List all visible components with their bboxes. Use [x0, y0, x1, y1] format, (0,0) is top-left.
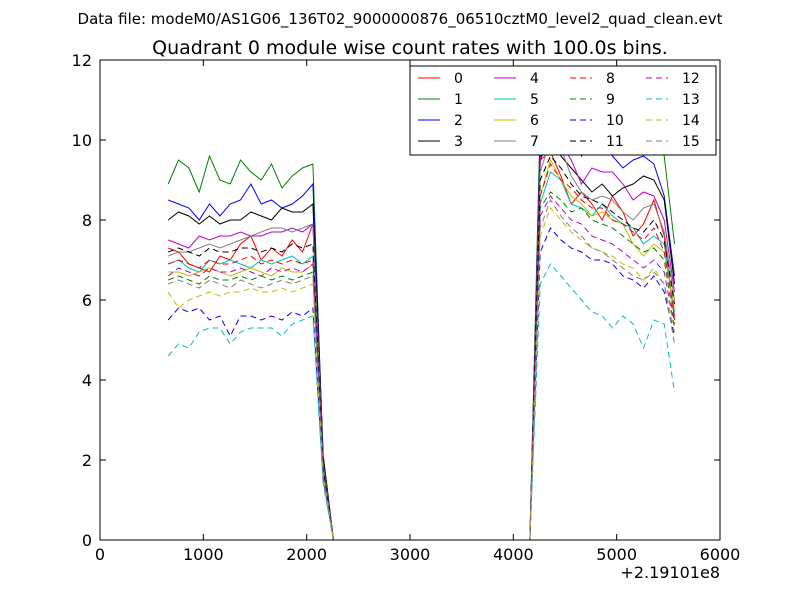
series-line-10	[167, 227, 675, 541]
x-tick-label: 4000	[493, 545, 534, 564]
series-line-3	[167, 134, 675, 541]
legend-label-9: 9	[606, 92, 615, 108]
x-axis-offset-label: +2.19101e8	[620, 563, 720, 582]
legend-label-15: 15	[682, 134, 700, 150]
series-line-7	[168, 139, 675, 541]
legend-label-14: 14	[682, 113, 700, 129]
legend-label-0: 0	[454, 71, 463, 87]
figure-suptitle: Data file: modeM0/AS1G06_136T02_90000008…	[78, 10, 723, 29]
legend-label-1: 1	[454, 92, 463, 108]
series-line-5	[168, 171, 675, 541]
series-line-15	[168, 198, 675, 541]
y-tick-label: 8	[82, 211, 92, 230]
legend-label-3: 3	[454, 134, 463, 150]
x-tick-label: 2000	[286, 545, 327, 564]
series-line-4	[168, 110, 675, 541]
y-tick-label: 2	[82, 451, 92, 470]
series-line-11	[168, 155, 675, 541]
series-line-0	[168, 151, 675, 541]
series-line-12	[167, 195, 675, 541]
legend-label-12: 12	[682, 71, 700, 87]
y-tick-label: 6	[82, 291, 92, 310]
series-lines	[167, 71, 675, 541]
legend-label-6: 6	[530, 113, 539, 129]
legend-frame	[409, 65, 717, 156]
legend-label-4: 4	[530, 71, 539, 87]
series-line-13	[167, 263, 675, 541]
legend-label-5: 5	[530, 92, 539, 108]
series-line-2	[168, 98, 675, 541]
series-line-9	[168, 191, 675, 541]
x-tick-label: 6000	[700, 545, 741, 564]
x-tick-label: 5000	[596, 545, 637, 564]
legend-label-8: 8	[606, 71, 615, 87]
x-tick-label: 3000	[390, 545, 431, 564]
y-tick-label: 4	[82, 371, 92, 390]
chart-title: Quadrant 0 module wise count rates with …	[152, 37, 668, 59]
x-tick-label: 0	[95, 545, 105, 564]
legend-label-7: 7	[530, 134, 539, 150]
legend-label-10: 10	[606, 113, 624, 129]
legend-label-2: 2	[454, 113, 463, 129]
x-tick-label: 1000	[183, 545, 224, 564]
y-tick-label: 12	[72, 51, 92, 70]
legend-label-11: 11	[606, 134, 624, 150]
series-line-14	[167, 207, 675, 541]
y-tick-label: 10	[72, 131, 92, 150]
y-tick-label: 0	[82, 531, 92, 550]
series-line-8	[168, 162, 675, 541]
legend-label-13: 13	[682, 92, 700, 108]
